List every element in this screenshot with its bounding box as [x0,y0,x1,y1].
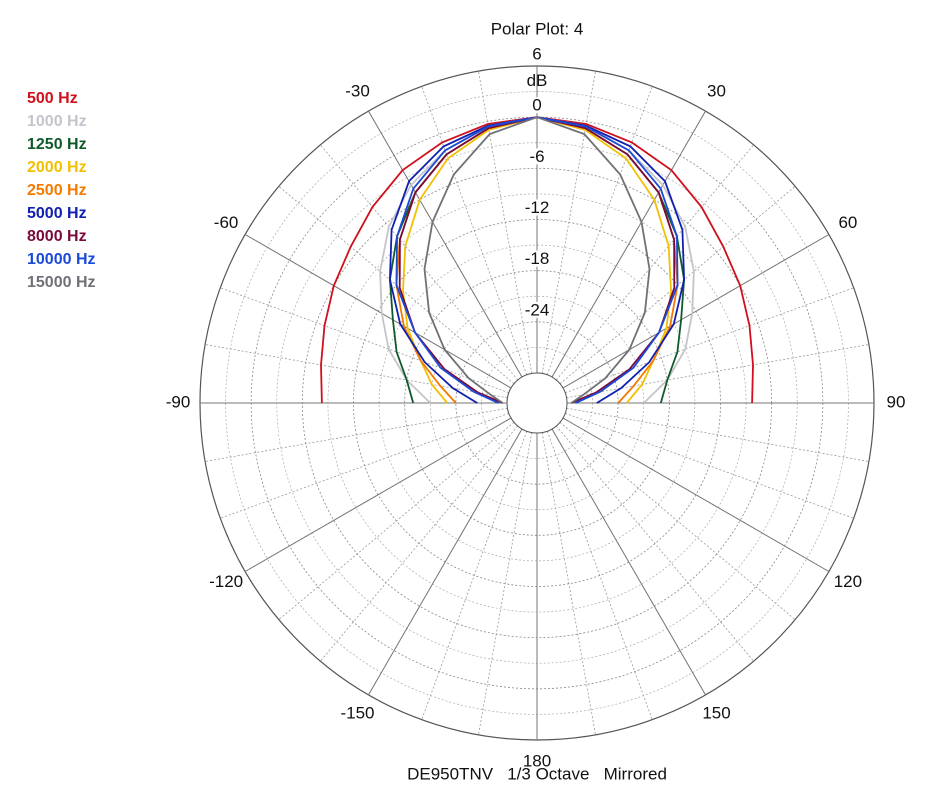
series-line [536,116,672,404]
legend-entry: 15000 Hz [27,274,96,291]
theta-tick-label: -30 [345,82,370,101]
theta-grid-line [368,428,523,696]
series-line [536,116,686,404]
theta-tick-label: -60 [214,213,239,232]
r-tick-label: 0 [532,96,541,115]
legend-entry: 2500 Hz [27,182,87,199]
legend-entry: 500 Hz [27,90,78,107]
theta-tick-label: 180 [523,751,551,770]
chart-title: Polar Plot: 4 [491,19,584,38]
series-line [536,116,676,404]
theta-grid-line [368,110,523,378]
series-line [536,116,754,404]
legend-entry: 2000 Hz [27,159,87,176]
label-bg [525,97,549,114]
legend-entry: 1250 Hz [27,136,87,153]
theta-grid-line [551,428,706,696]
series-line [388,116,538,404]
r-tick-label: 6 [532,44,541,63]
theta-tick-label: 60 [838,213,857,232]
series-line [395,116,538,404]
r-tick-label: -6 [529,147,544,166]
legend-entry: 1000 Hz [27,113,87,130]
r-axis-label: dB [527,71,548,90]
theta-tick-label: 120 [834,572,862,591]
series-line [536,116,651,404]
theta-grid-line [244,417,512,572]
series-line [536,116,679,404]
label-bg [525,148,549,165]
theta-grid-line [562,234,830,389]
legend-entry: 10000 Hz [27,251,96,268]
r-tick-label: -12 [525,198,550,217]
label-bg [525,199,549,216]
r-tick-label: -24 [525,300,550,319]
theta-tick-label: -150 [340,703,374,722]
theta-tick-label: -90 [166,392,191,411]
legend-entry: 8000 Hz [27,228,87,245]
theta-tick-label: -120 [209,572,243,591]
theta-tick-label: 150 [702,703,730,722]
series-line [536,116,695,404]
series-line [398,116,538,404]
theta-tick-label: 90 [887,392,906,411]
series-line [423,116,538,404]
theta-tick-label: 30 [707,82,726,101]
series-line [320,116,538,404]
legend-entry: 5000 Hz [27,205,87,222]
label-bg [525,46,549,62]
theta-grid-line [551,110,706,378]
chart-subtitle: DE950TNV 1/3 Octave Mirrored [407,764,667,783]
inner-circle [506,372,568,434]
label-bg [525,301,549,318]
r-tick-label: -18 [525,249,550,268]
series-line [379,116,538,404]
theta-grid-line [562,417,830,572]
label-bg [525,250,549,267]
series-line [402,116,538,404]
theta-grid-line [244,234,512,389]
